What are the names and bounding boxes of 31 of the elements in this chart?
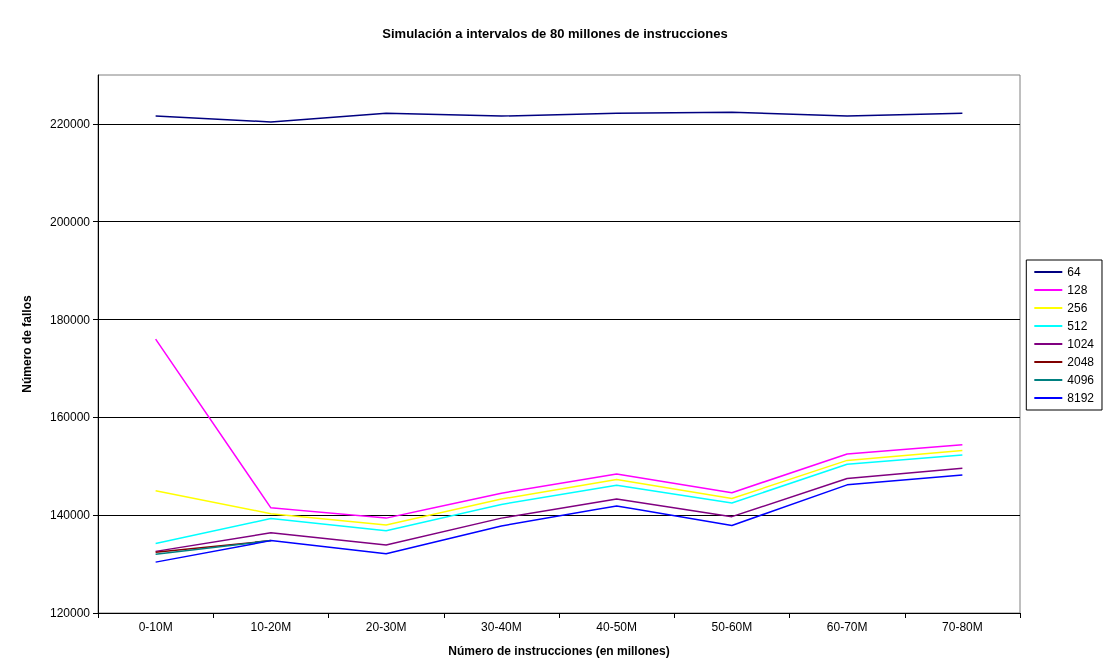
x-tick-label: 20-30M [365,620,407,634]
legend-label: 4096 [1067,373,1095,387]
x-tick-label: 10-20M [250,620,292,634]
line-series [154,454,964,545]
y-tick-label: 140000 [49,508,91,523]
y-tick-label: 180000 [49,312,91,327]
x-axis-title: Número de instrucciones (en millones) [448,644,670,658]
legend-label: 256 [1067,301,1088,315]
y-tick-label: 120000 [49,606,91,620]
line-series [154,474,964,563]
line-series [154,449,964,526]
legend-label: 64 [1067,265,1081,279]
legend-label: 8192 [1067,391,1095,405]
x-tick-label: 70-80M [942,620,983,634]
line-series [154,111,964,123]
chart-title: Simulación a intervalos de 80 millones de instrucciones [382,26,728,41]
y-tick-label: 160000 [49,410,91,425]
line-series [154,338,964,519]
legend-label: 1024 [1067,337,1095,351]
x-tick-label: 0-10M [138,620,173,634]
x-tick-label: 30-40M [481,620,522,634]
x-tick-label: 50-60M [711,620,753,634]
x-tick-label: 40-50M [596,620,637,634]
legend-label: 2048 [1067,355,1095,369]
y-tick-label: 220000 [49,116,91,131]
line-series [154,467,964,553]
legend-label: 128 [1067,283,1088,297]
legend-label: 512 [1067,319,1088,333]
x-tick-label: 60-70M [826,620,868,634]
y-tick-label: 200000 [49,214,91,229]
y-axis-title: Número de fallos [20,295,34,393]
